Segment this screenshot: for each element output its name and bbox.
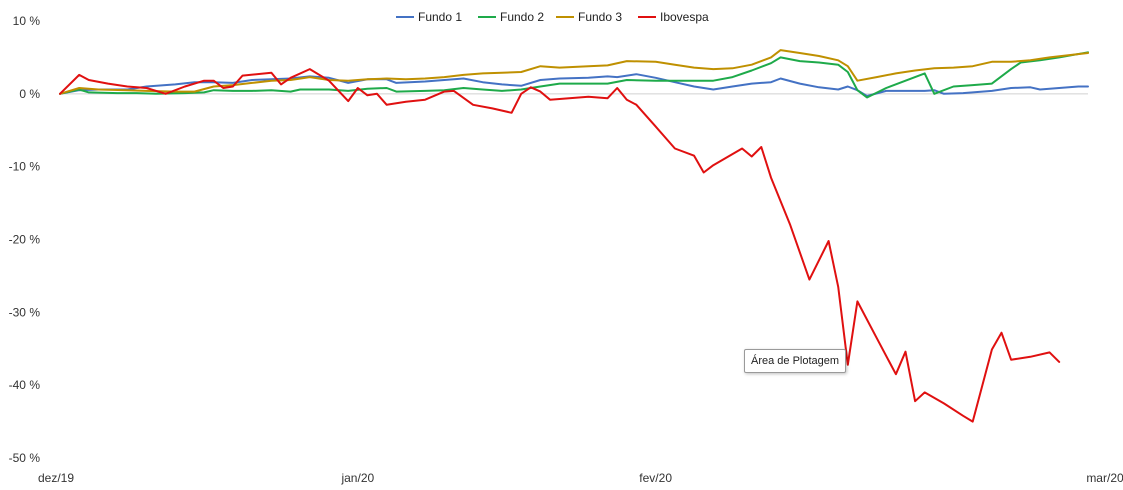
series-line-ibovespa [59, 68, 1061, 423]
y-tick-label: -40 % [9, 378, 41, 392]
x-tick-label: jan/20 [340, 471, 374, 485]
legend-label-fundo-1: Fundo 1 [418, 10, 462, 24]
y-tick-label: -10 % [9, 160, 41, 174]
y-tick-label: 10 % [13, 14, 41, 28]
y-tick-label: -30 % [9, 305, 41, 319]
x-tick-label: fev/20 [639, 471, 672, 485]
plot-area-tooltip: Área de Plotagem [744, 349, 847, 373]
series-line-fundo-1 [59, 73, 1089, 97]
x-tick-label: dez/19 [38, 471, 74, 485]
series-layer [59, 49, 1089, 423]
series-line-fundo-2 [59, 51, 1089, 99]
legend-label-fundo-3: Fundo 3 [578, 10, 622, 24]
y-tick-label: -50 % [9, 451, 41, 465]
legend-label-ibovespa: Ibovespa [660, 10, 709, 24]
y-tick-label: -20 % [9, 233, 41, 247]
x-tick-label: mar/20 [1086, 471, 1123, 485]
series-line-fundo-3 [59, 49, 1089, 95]
y-tick-label: 0 % [19, 87, 40, 101]
axis-layer: 10 % 0 % -10 % -20 % -30 % -40 % -50 % dez/19 ja… [9, 14, 1123, 485]
legend: Fundo 1 Fundo 2 Fundo 3 Ibovespa [396, 10, 709, 24]
legend-label-fundo-2: Fundo 2 [500, 10, 544, 24]
